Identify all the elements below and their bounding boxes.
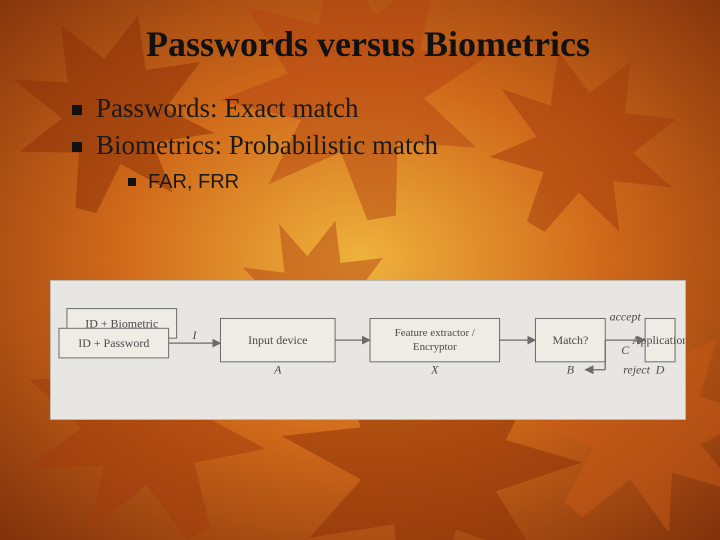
- slide: Passwords versus Biometrics Passwords: E…: [0, 0, 720, 540]
- slide-content: Passwords versus Biometrics Passwords: E…: [0, 0, 720, 194]
- square-bullet-icon: [72, 105, 82, 115]
- svg-text:C: C: [621, 343, 630, 357]
- square-bullet-icon: [128, 178, 136, 186]
- svg-text:A: A: [273, 363, 282, 377]
- svg-text:X: X: [430, 363, 439, 377]
- bullet-2-text: Biometrics: Probabilistic match: [96, 130, 438, 161]
- svg-text:accept: accept: [610, 309, 642, 323]
- slide-title: Passwords versus Biometrics: [64, 24, 672, 65]
- auth-flow-diagram: ID + BiometricID + PasswordInput deviceA…: [50, 280, 686, 420]
- svg-text:Encryptor: Encryptor: [413, 341, 457, 353]
- bullet-2: Biometrics: Probabilistic match: [72, 130, 672, 161]
- svg-text:Input device: Input device: [248, 333, 307, 347]
- subbullet-1-text: FAR, FRR: [148, 171, 239, 194]
- svg-text:B: B: [567, 363, 574, 377]
- square-bullet-icon: [72, 142, 82, 152]
- svg-text:Feature extractor /: Feature extractor /: [395, 327, 476, 339]
- bullet-1: Passwords: Exact match: [72, 93, 672, 124]
- svg-text:ID + Password: ID + Password: [78, 336, 149, 350]
- auth-flow-svg: ID + BiometricID + PasswordInput deviceA…: [51, 281, 685, 419]
- subbullet-1: FAR, FRR: [128, 171, 672, 194]
- svg-text:Match?: Match?: [552, 333, 588, 347]
- bullet-1-text: Passwords: Exact match: [96, 93, 358, 124]
- svg-text:D: D: [655, 363, 665, 377]
- svg-text:reject: reject: [623, 363, 650, 377]
- svg-text:I: I: [192, 328, 198, 342]
